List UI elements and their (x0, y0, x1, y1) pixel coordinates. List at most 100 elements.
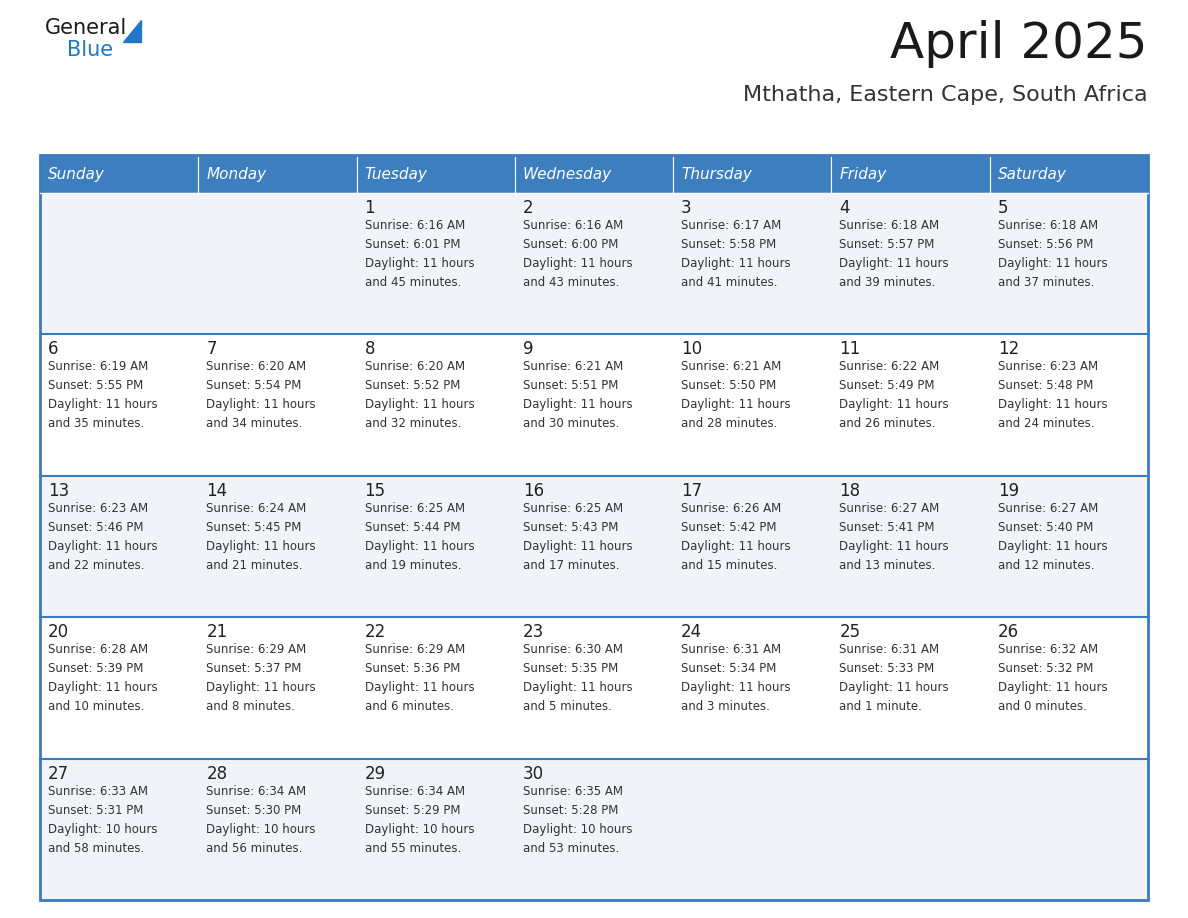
FancyBboxPatch shape (356, 155, 514, 193)
Text: Friday: Friday (840, 166, 886, 182)
Text: Sunrise: 6:25 AM
Sunset: 5:44 PM
Daylight: 11 hours
and 19 minutes.: Sunrise: 6:25 AM Sunset: 5:44 PM Dayligh… (365, 502, 474, 572)
Text: Sunrise: 6:35 AM
Sunset: 5:28 PM
Daylight: 10 hours
and 53 minutes.: Sunrise: 6:35 AM Sunset: 5:28 PM Dayligh… (523, 785, 632, 855)
Text: Sunrise: 6:16 AM
Sunset: 6:01 PM
Daylight: 11 hours
and 45 minutes.: Sunrise: 6:16 AM Sunset: 6:01 PM Dayligh… (365, 219, 474, 289)
Text: Sunrise: 6:24 AM
Sunset: 5:45 PM
Daylight: 11 hours
and 21 minutes.: Sunrise: 6:24 AM Sunset: 5:45 PM Dayligh… (207, 502, 316, 572)
Text: 27: 27 (48, 765, 69, 783)
FancyBboxPatch shape (198, 155, 356, 193)
Text: 9: 9 (523, 341, 533, 358)
Text: Sunrise: 6:32 AM
Sunset: 5:32 PM
Daylight: 11 hours
and 0 minutes.: Sunrise: 6:32 AM Sunset: 5:32 PM Dayligh… (998, 644, 1107, 713)
FancyBboxPatch shape (990, 334, 1148, 476)
FancyBboxPatch shape (674, 617, 832, 758)
Text: 24: 24 (681, 623, 702, 641)
Text: Sunrise: 6:23 AM
Sunset: 5:46 PM
Daylight: 11 hours
and 22 minutes.: Sunrise: 6:23 AM Sunset: 5:46 PM Dayligh… (48, 502, 158, 572)
Text: 7: 7 (207, 341, 216, 358)
Text: Sunrise: 6:31 AM
Sunset: 5:34 PM
Daylight: 11 hours
and 3 minutes.: Sunrise: 6:31 AM Sunset: 5:34 PM Dayligh… (681, 644, 791, 713)
FancyBboxPatch shape (832, 758, 990, 900)
Text: 30: 30 (523, 765, 544, 783)
Text: Sunrise: 6:27 AM
Sunset: 5:41 PM
Daylight: 11 hours
and 13 minutes.: Sunrise: 6:27 AM Sunset: 5:41 PM Dayligh… (840, 502, 949, 572)
Text: Sunrise: 6:29 AM
Sunset: 5:37 PM
Daylight: 11 hours
and 8 minutes.: Sunrise: 6:29 AM Sunset: 5:37 PM Dayligh… (207, 644, 316, 713)
FancyBboxPatch shape (832, 617, 990, 758)
Text: Sunrise: 6:20 AM
Sunset: 5:54 PM
Daylight: 11 hours
and 34 minutes.: Sunrise: 6:20 AM Sunset: 5:54 PM Dayligh… (207, 361, 316, 431)
Text: Sunday: Sunday (48, 166, 105, 182)
Text: 25: 25 (840, 623, 860, 641)
Text: 2: 2 (523, 199, 533, 217)
Text: Sunrise: 6:28 AM
Sunset: 5:39 PM
Daylight: 11 hours
and 10 minutes.: Sunrise: 6:28 AM Sunset: 5:39 PM Dayligh… (48, 644, 158, 713)
FancyBboxPatch shape (198, 334, 356, 476)
FancyBboxPatch shape (40, 334, 198, 476)
FancyBboxPatch shape (990, 758, 1148, 900)
Text: Sunrise: 6:34 AM
Sunset: 5:30 PM
Daylight: 10 hours
and 56 minutes.: Sunrise: 6:34 AM Sunset: 5:30 PM Dayligh… (207, 785, 316, 855)
Text: Sunrise: 6:18 AM
Sunset: 5:57 PM
Daylight: 11 hours
and 39 minutes.: Sunrise: 6:18 AM Sunset: 5:57 PM Dayligh… (840, 219, 949, 289)
Text: Sunrise: 6:19 AM
Sunset: 5:55 PM
Daylight: 11 hours
and 35 minutes.: Sunrise: 6:19 AM Sunset: 5:55 PM Dayligh… (48, 361, 158, 431)
Text: 5: 5 (998, 199, 1009, 217)
FancyBboxPatch shape (514, 758, 674, 900)
Text: Sunrise: 6:16 AM
Sunset: 6:00 PM
Daylight: 11 hours
and 43 minutes.: Sunrise: 6:16 AM Sunset: 6:00 PM Dayligh… (523, 219, 632, 289)
Text: Sunrise: 6:21 AM
Sunset: 5:51 PM
Daylight: 11 hours
and 30 minutes.: Sunrise: 6:21 AM Sunset: 5:51 PM Dayligh… (523, 361, 632, 431)
FancyBboxPatch shape (674, 155, 832, 193)
FancyBboxPatch shape (514, 155, 674, 193)
Text: Sunrise: 6:17 AM
Sunset: 5:58 PM
Daylight: 11 hours
and 41 minutes.: Sunrise: 6:17 AM Sunset: 5:58 PM Dayligh… (681, 219, 791, 289)
FancyBboxPatch shape (674, 758, 832, 900)
FancyBboxPatch shape (40, 617, 198, 758)
Text: Sunrise: 6:20 AM
Sunset: 5:52 PM
Daylight: 11 hours
and 32 minutes.: Sunrise: 6:20 AM Sunset: 5:52 PM Dayligh… (365, 361, 474, 431)
Text: Sunrise: 6:21 AM
Sunset: 5:50 PM
Daylight: 11 hours
and 28 minutes.: Sunrise: 6:21 AM Sunset: 5:50 PM Dayligh… (681, 361, 791, 431)
Text: 17: 17 (681, 482, 702, 499)
Text: General: General (45, 18, 127, 38)
FancyBboxPatch shape (990, 617, 1148, 758)
Text: 4: 4 (840, 199, 849, 217)
Text: Sunrise: 6:26 AM
Sunset: 5:42 PM
Daylight: 11 hours
and 15 minutes.: Sunrise: 6:26 AM Sunset: 5:42 PM Dayligh… (681, 502, 791, 572)
Text: 3: 3 (681, 199, 691, 217)
Text: 8: 8 (365, 341, 375, 358)
Text: Saturday: Saturday (998, 166, 1067, 182)
Text: Sunrise: 6:34 AM
Sunset: 5:29 PM
Daylight: 10 hours
and 55 minutes.: Sunrise: 6:34 AM Sunset: 5:29 PM Dayligh… (365, 785, 474, 855)
FancyBboxPatch shape (198, 758, 356, 900)
FancyBboxPatch shape (674, 476, 832, 617)
Text: 14: 14 (207, 482, 227, 499)
FancyBboxPatch shape (514, 193, 674, 334)
Text: 11: 11 (840, 341, 860, 358)
FancyBboxPatch shape (198, 617, 356, 758)
Text: Sunrise: 6:31 AM
Sunset: 5:33 PM
Daylight: 11 hours
and 1 minute.: Sunrise: 6:31 AM Sunset: 5:33 PM Dayligh… (840, 644, 949, 713)
FancyBboxPatch shape (990, 155, 1148, 193)
Text: 13: 13 (48, 482, 69, 499)
Text: April 2025: April 2025 (891, 20, 1148, 68)
FancyBboxPatch shape (356, 334, 514, 476)
Text: 15: 15 (365, 482, 386, 499)
Text: Sunrise: 6:18 AM
Sunset: 5:56 PM
Daylight: 11 hours
and 37 minutes.: Sunrise: 6:18 AM Sunset: 5:56 PM Dayligh… (998, 219, 1107, 289)
FancyBboxPatch shape (832, 193, 990, 334)
FancyBboxPatch shape (514, 476, 674, 617)
FancyBboxPatch shape (40, 476, 198, 617)
Text: 28: 28 (207, 765, 227, 783)
Text: Sunrise: 6:25 AM
Sunset: 5:43 PM
Daylight: 11 hours
and 17 minutes.: Sunrise: 6:25 AM Sunset: 5:43 PM Dayligh… (523, 502, 632, 572)
Text: Tuesday: Tuesday (365, 166, 428, 182)
FancyBboxPatch shape (832, 155, 990, 193)
FancyBboxPatch shape (198, 476, 356, 617)
Text: 29: 29 (365, 765, 386, 783)
FancyBboxPatch shape (674, 193, 832, 334)
Text: Sunrise: 6:27 AM
Sunset: 5:40 PM
Daylight: 11 hours
and 12 minutes.: Sunrise: 6:27 AM Sunset: 5:40 PM Dayligh… (998, 502, 1107, 572)
Text: Monday: Monday (207, 166, 266, 182)
Text: 1: 1 (365, 199, 375, 217)
Text: 19: 19 (998, 482, 1019, 499)
Text: 6: 6 (48, 341, 58, 358)
Text: Wednesday: Wednesday (523, 166, 612, 182)
Text: Sunrise: 6:30 AM
Sunset: 5:35 PM
Daylight: 11 hours
and 5 minutes.: Sunrise: 6:30 AM Sunset: 5:35 PM Dayligh… (523, 644, 632, 713)
Text: 16: 16 (523, 482, 544, 499)
FancyBboxPatch shape (990, 476, 1148, 617)
Text: 22: 22 (365, 623, 386, 641)
FancyBboxPatch shape (356, 193, 514, 334)
FancyBboxPatch shape (356, 758, 514, 900)
Text: 26: 26 (998, 623, 1019, 641)
FancyBboxPatch shape (832, 476, 990, 617)
Text: Thursday: Thursday (681, 166, 752, 182)
FancyBboxPatch shape (40, 155, 198, 193)
FancyBboxPatch shape (990, 193, 1148, 334)
Text: 21: 21 (207, 623, 228, 641)
FancyBboxPatch shape (832, 334, 990, 476)
Text: Sunrise: 6:22 AM
Sunset: 5:49 PM
Daylight: 11 hours
and 26 minutes.: Sunrise: 6:22 AM Sunset: 5:49 PM Dayligh… (840, 361, 949, 431)
FancyBboxPatch shape (514, 617, 674, 758)
Text: 12: 12 (998, 341, 1019, 358)
Text: Sunrise: 6:29 AM
Sunset: 5:36 PM
Daylight: 11 hours
and 6 minutes.: Sunrise: 6:29 AM Sunset: 5:36 PM Dayligh… (365, 644, 474, 713)
FancyBboxPatch shape (356, 617, 514, 758)
Text: Sunrise: 6:23 AM
Sunset: 5:48 PM
Daylight: 11 hours
and 24 minutes.: Sunrise: 6:23 AM Sunset: 5:48 PM Dayligh… (998, 361, 1107, 431)
